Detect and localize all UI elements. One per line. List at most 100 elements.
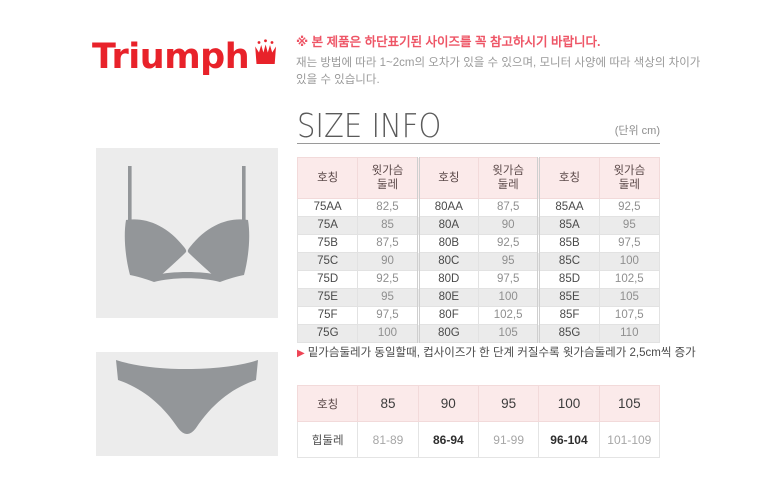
header-measure-1: 윗가슴 둘레 (357, 157, 419, 199)
cup-size: 80D (416, 270, 479, 289)
table-row: 75E 95 80E 100 85E 105 (296, 288, 661, 307)
header-measure-line1: 윗가슴 (371, 165, 404, 177)
bust-measure: 105 (477, 324, 540, 343)
header-label-1: 호칭 (296, 157, 359, 199)
cup-size: 85A (537, 216, 600, 235)
hip-data-row: 힙둘레 81-89 86-94 91-99 96-104 101-109 (296, 421, 661, 458)
bust-measure: 102,5 (477, 306, 540, 325)
bust-measure: 95 (477, 252, 540, 271)
cup-size: 85G (537, 324, 600, 343)
table-header-row: 호칭 윗가슴 둘레 호칭 윗가슴 둘레 호칭 윗가슴 둘레 (296, 157, 661, 199)
cup-size: 80E (416, 288, 479, 307)
size-info-heading: SIZE INFO (단위 cm) (297, 106, 660, 145)
cup-size: 80G (416, 324, 479, 343)
bust-note-text: 밑가슴둘레가 동일할때, 컵사이즈가 한 단계 커질수록 윗가슴둘레가 2,5c… (307, 347, 696, 359)
header-label-2: 호칭 (416, 157, 479, 199)
cup-size: 80C (416, 252, 479, 271)
cup-size: 75A (296, 216, 359, 235)
bust-table-note: ▶ 밑가슴둘레가 동일할때, 컵사이즈가 한 단계 커질수록 윗가슴둘레가 2,5… (297, 344, 696, 360)
hip-header-row: 호칭 85 90 95 100 105 (296, 385, 661, 422)
bust-measure: 87,5 (357, 234, 419, 253)
cup-size: 75C (296, 252, 359, 271)
hip-row-label: 힙둘레 (296, 421, 359, 458)
cup-size: 80AA (416, 198, 479, 217)
bust-measure: 82,5 (357, 198, 419, 217)
hip-size-header: 100 (538, 385, 600, 422)
bust-measure: 92,5 (598, 198, 661, 217)
cup-size: 75B (296, 234, 359, 253)
bust-measure: 97,5 (357, 306, 419, 325)
hip-range-value: 86-94 (417, 421, 479, 458)
header-measure-3: 윗가슴 둘레 (598, 157, 661, 199)
hip-size-header: 90 (417, 385, 479, 422)
bust-measure: 85 (357, 216, 419, 235)
hip-range-value: 81-89 (357, 421, 419, 458)
cup-size: 85F (537, 306, 600, 325)
bust-measure: 90 (357, 252, 419, 271)
table-row: 75G 100 80G 105 85G 110 (296, 324, 661, 343)
triangle-marker-icon: ▶ (297, 348, 305, 359)
cup-size: 75AA (296, 198, 359, 217)
bust-measure: 97,5 (598, 234, 661, 253)
bust-measure: 95 (357, 288, 419, 307)
hip-header-label: 호칭 (296, 385, 359, 422)
header-measure-line2: 둘레 (618, 179, 640, 191)
table-row: 75F 97,5 80F 102,5 85F 107,5 (296, 306, 661, 325)
cup-size: 75D (296, 270, 359, 289)
cup-size: 85AA (537, 198, 600, 217)
size-info-title: SIZE INFO (297, 106, 442, 145)
header-measure-line1: 윗가슴 (613, 165, 646, 177)
table-row: 75AA 82,5 80AA 87,5 85AA 92,5 (296, 198, 661, 217)
hip-size-header: 85 (357, 385, 419, 422)
bust-measure: 100 (357, 324, 419, 343)
bust-measure: 100 (598, 252, 661, 271)
cup-size: 85C (537, 252, 600, 271)
bust-measure: 87,5 (477, 198, 540, 217)
table-row: 75A 85 80A 90 85A 95 (296, 216, 661, 235)
cup-size: 80F (416, 306, 479, 325)
hip-range-value: 91-99 (477, 421, 540, 458)
bust-measure: 105 (598, 288, 661, 307)
cup-size: 80B (416, 234, 479, 253)
bust-measure: 107,5 (598, 306, 661, 325)
cup-size: 80A (416, 216, 479, 235)
bust-measure: 102,5 (598, 270, 661, 289)
bust-measure: 97,5 (477, 270, 540, 289)
hip-size-table: 호칭 85 90 95 100 105 힙둘레 81-89 86-94 91-99 96-10… (296, 385, 661, 458)
header-label-3: 호칭 (537, 157, 600, 199)
bust-measure: 110 (598, 324, 661, 343)
header-note: ※ 본 제품은 하단표기된 사이즈를 꼭 참고하시기 바랍니다. 재는 방법에 … (296, 33, 706, 89)
bust-measure: 90 (477, 216, 540, 235)
bra-illustration (96, 148, 278, 318)
brand-logo: Triumph (92, 38, 281, 75)
table-row: 75D 92,5 80D 97,5 85D 102,5 (296, 270, 661, 289)
cup-size: 85E (537, 288, 600, 307)
header-measure-line2: 둘레 (497, 179, 519, 191)
note-line-2: 있을 수 있습니다. (296, 74, 380, 86)
cup-size: 75F (296, 306, 359, 325)
hip-size-header: 95 (477, 385, 540, 422)
bust-measure: 92,5 (477, 234, 540, 253)
size-info-unit: (단위 cm) (614, 125, 660, 138)
brand-wordmark: Triumph (92, 37, 250, 77)
bust-measure: 100 (477, 288, 540, 307)
header-measure-2: 윗가슴 둘레 (477, 157, 540, 199)
cup-size: 85B (537, 234, 600, 253)
hip-range-value: 101-109 (598, 421, 661, 458)
bust-measure: 95 (598, 216, 661, 235)
panty-illustration (96, 352, 278, 456)
hip-size-header: 105 (598, 385, 661, 422)
bust-size-table: 호칭 윗가슴 둘레 호칭 윗가슴 둘레 호칭 윗가슴 둘레 75AA 82,5 80… (296, 157, 661, 343)
bust-measure: 92,5 (357, 270, 419, 289)
hip-range-value: 96-104 (538, 421, 600, 458)
note-line-1: 재는 방법에 따라 1~2cm의 오차가 있을 수 있으며, 모니터 사양에 따… (296, 57, 701, 69)
header-measure-line2: 둘레 (376, 179, 399, 191)
header-measure-line1: 윗가슴 (492, 165, 525, 177)
cup-size: 85D (537, 270, 600, 289)
table-row: 75B 87,5 80B 92,5 85B 97,5 (296, 234, 661, 253)
crown-icon (251, 38, 281, 73)
note-title: ※ 본 제품은 하단표기된 사이즈를 꼭 참고하시기 바랍니다. (296, 35, 601, 49)
cup-size: 75G (296, 324, 359, 343)
table-row: 75C 90 80C 95 85C 100 (296, 252, 661, 271)
cup-size: 75E (296, 288, 359, 307)
